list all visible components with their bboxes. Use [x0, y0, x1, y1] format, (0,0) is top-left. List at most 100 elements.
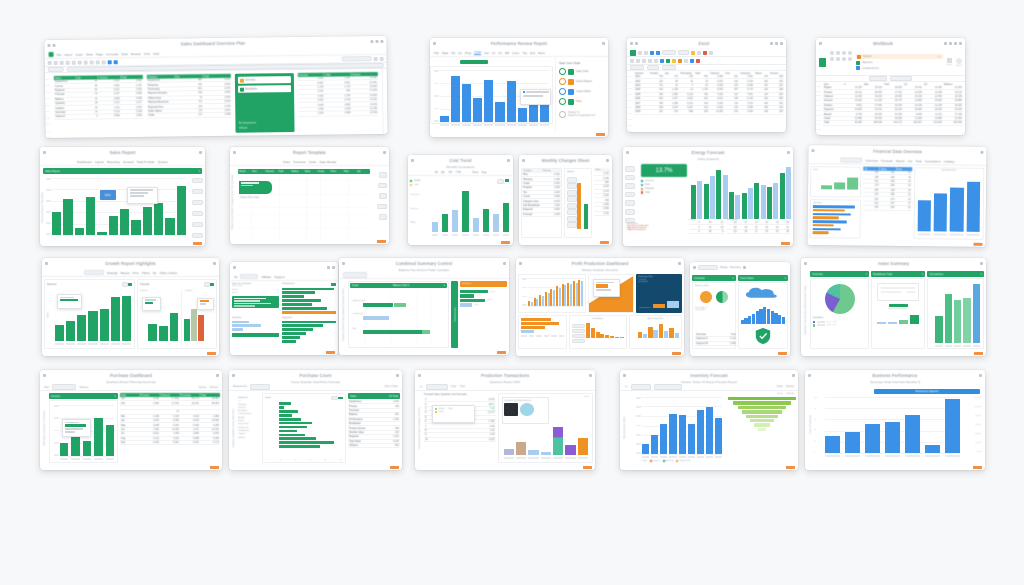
chart-panel[interactable]: Revenue by Segment 100 80 6	[813, 387, 982, 462]
more-icon[interactable]	[199, 151, 202, 154]
panel-header[interactable]: Value Of Total	[348, 393, 400, 399]
more-icon[interactable]	[980, 150, 984, 154]
chart-panel[interactable]: Amount ▾	[49, 393, 118, 463]
bar-chart[interactable]	[434, 70, 549, 126]
menu-icon[interactable]	[342, 262, 345, 265]
card-category-breakdown-bars[interactable]: All Affiliate Support Top Line Customers S…	[230, 262, 338, 355]
data-table-a[interactable]: Name Qty Amount Total Department 64 2,431 4,89…	[53, 74, 144, 120]
hbar-panel[interactable]: Summary	[809, 199, 862, 239]
more-icon[interactable]	[678, 262, 681, 265]
hbar[interactable]	[363, 302, 393, 307]
grouped-bar-chart[interactable]	[432, 185, 509, 236]
multi-series-panel[interactable]: Multi Comparison	[628, 315, 682, 349]
export-button[interactable]	[193, 242, 202, 245]
hbar-panel[interactable]	[518, 315, 568, 349]
export-button[interactable]	[778, 352, 787, 355]
breakdown-panel[interactable]: Breakdown Total ▾ Segment Comparison	[871, 271, 926, 349]
vertical-scrollbar[interactable]	[381, 68, 388, 134]
export-button[interactable]	[377, 240, 386, 243]
filter-select[interactable]	[698, 264, 718, 271]
hbar[interactable]	[422, 330, 431, 335]
hbar[interactable]	[394, 302, 407, 307]
tab-view[interactable]: View	[143, 51, 151, 56]
export-button[interactable]	[497, 351, 506, 354]
grouped-bar-chart[interactable]	[691, 164, 791, 219]
close-icon[interactable]	[606, 159, 609, 162]
card-data-entry-grid[interactable]: Excel Num	[627, 38, 786, 132]
selected-group[interactable]	[232, 296, 279, 309]
more-icon[interactable]	[213, 262, 216, 265]
quarterly-bar-panel[interactable]: Quarterly View	[913, 167, 985, 240]
card-analytics-gauge-dashboard[interactable]: Range Summary Overview ▾ Measure Value Pe…	[690, 262, 790, 356]
ribbon-group-styles[interactable]: Number Gen Alignment Conditional Fmt	[856, 51, 943, 73]
more-icon[interactable]	[742, 266, 746, 269]
export-button[interactable]	[781, 242, 790, 245]
export-button[interactable]	[326, 351, 335, 354]
formula-bar[interactable]	[816, 75, 965, 82]
card-production-transactions[interactable]: Production Transactions Quarterly Report…	[415, 370, 595, 470]
bottom-panels[interactable]: Breakdown	[518, 315, 682, 349]
menu-icon[interactable]	[232, 374, 235, 377]
sidebar-item-filter[interactable]: Filter	[559, 98, 605, 105]
navy-panel[interactable]: Summary Total Overview Breakdown	[636, 274, 683, 314]
save-icon[interactable]	[635, 42, 638, 45]
panel-header[interactable]: Breakdown Total ▾	[871, 271, 926, 277]
bar-chart-panel[interactable]: Balance	[563, 168, 593, 238]
bar-chart[interactable]	[935, 282, 980, 347]
filter-row[interactable]: Measurement Order of Date	[229, 384, 402, 391]
more-icon[interactable]	[787, 151, 790, 154]
filter-row[interactable]: All Qtr YR YTD · · Sum Avg	[408, 169, 513, 176]
sidebar-item-data-chart[interactable]: Data Chart	[559, 68, 605, 75]
menu-icon[interactable]	[411, 159, 414, 162]
tab-row[interactable]: All Affiliate Support	[230, 273, 338, 281]
more-icon[interactable]	[980, 262, 983, 265]
menu-icon[interactable]	[811, 149, 815, 153]
tab-insert[interactable]: Insert	[75, 52, 83, 57]
more-icon[interactable]	[589, 374, 592, 377]
top-categories-panel[interactable]: Top Line Customers Select Layer Item A 12…	[232, 283, 279, 315]
save-icon[interactable]	[52, 43, 56, 47]
ribbon-toolbar-bottom[interactable]	[627, 57, 786, 65]
top-panels[interactable]: Summary Total Overview Breakdown	[518, 274, 683, 314]
pareto-panel[interactable]: Breakdown	[569, 315, 627, 349]
font-select[interactable]	[662, 49, 676, 56]
side-table[interactable]: Value Of Total Department 2,843 Primary 164…	[348, 393, 400, 463]
mini-bar-panel[interactable]: Total	[809, 166, 862, 198]
detail-tables[interactable]: Offtotal 3 44 12 5 61 18 2 38 9 Breakdown Q1 21 14…	[689, 219, 790, 239]
side-total-bar[interactable]: Total Summary	[450, 281, 458, 348]
tab-data[interactable]: Data	[121, 51, 128, 56]
orange-area-chart[interactable]	[588, 274, 635, 314]
menu-bar[interactable]: Dashboard Layout Reporting General Total Por…	[40, 158, 205, 166]
menu-icon[interactable]	[808, 374, 811, 377]
menu-icon[interactable]	[418, 374, 421, 377]
card-inventory-forecast-funnel[interactable]: Inventory Forecast Volume Yearly Of Repo…	[620, 370, 798, 470]
more-icon[interactable]	[216, 374, 219, 377]
menu-icon[interactable]	[693, 266, 696, 269]
card-asset-summary-dashboard[interactable]: Asset Summary Segment Channel Value Tota…	[801, 258, 986, 356]
export-button[interactable]	[390, 466, 399, 469]
gauge-panel[interactable]: Overview ▾ Measure Value Percentage of Co…	[692, 275, 737, 349]
filter-row[interactable]: Top Group Monthly	[620, 384, 798, 391]
menu-icon[interactable]	[804, 262, 807, 265]
hbar-chart[interactable]: Group Balance Total % ▾ Regional Base Pe…	[348, 281, 449, 348]
more-icon[interactable]	[602, 42, 605, 45]
pie-panel[interactable]: Overview ▾ Breakdown 4,210 31% 6,804 58%	[810, 271, 870, 349]
export-button[interactable]	[786, 466, 795, 469]
formula-bar[interactable]	[627, 64, 786, 71]
empty-grid[interactable]: Select Row Data	[238, 173, 370, 239]
menu-icon[interactable]	[623, 374, 626, 377]
comparison-panel[interactable]: Comparison ▾	[927, 271, 985, 349]
bar-chart[interactable]	[740, 306, 786, 324]
menu-dashboard[interactable]: Dashboard	[77, 159, 92, 164]
bar-chart[interactable]	[576, 176, 589, 229]
summary-item[interactable]: Breakdown	[238, 85, 291, 93]
summary-green-panel[interactable]: Summary Breakdown By Department Offtotal	[235, 73, 295, 133]
export-button[interactable]	[207, 352, 216, 355]
filter-row[interactable]: Top Order Chart	[415, 384, 595, 391]
stacked-bar-chart[interactable]	[503, 422, 588, 459]
export-button[interactable]	[672, 352, 681, 355]
export-button[interactable]	[583, 466, 592, 469]
chart-toolbar[interactable]	[496, 179, 509, 184]
export-button[interactable]	[596, 133, 605, 136]
card-purchase-count-chart[interactable]: Purchase Count Group Quantity Total Pric…	[229, 370, 402, 470]
